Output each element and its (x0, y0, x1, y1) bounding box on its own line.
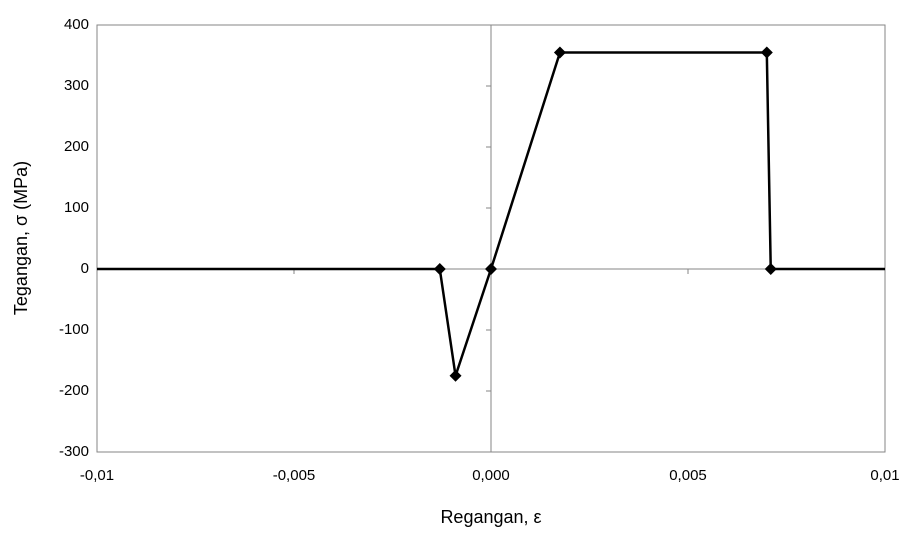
data-marker (485, 263, 497, 275)
x-tick-label: 0,000 (472, 467, 510, 484)
y-axis-title: Tegangan, σ (MPa) (11, 161, 31, 315)
x-axis-title: Regangan, ε (440, 507, 541, 527)
x-tick-label: 0,005 (669, 467, 707, 484)
y-tick-label: -300 (59, 443, 89, 460)
y-tick-label: 400 (64, 16, 89, 33)
data-line (97, 51, 885, 377)
y-tick-label: -200 (59, 382, 89, 399)
x-tick-label: -0,005 (273, 467, 316, 484)
data-marker (764, 263, 777, 275)
y-tick-label: -100 (59, 321, 89, 338)
y-tick-label: 300 (64, 77, 89, 94)
y-tick-label: 100 (64, 199, 89, 216)
data-marker (449, 369, 462, 382)
data-marker (760, 46, 773, 59)
x-tick-label: -0,01 (80, 467, 114, 484)
y-tick-label: 0 (81, 260, 89, 277)
data-marker (553, 46, 566, 59)
y-tick-label: 200 (64, 138, 89, 155)
x-tick-label: 0,01 (870, 467, 899, 484)
data-marker (433, 263, 446, 275)
